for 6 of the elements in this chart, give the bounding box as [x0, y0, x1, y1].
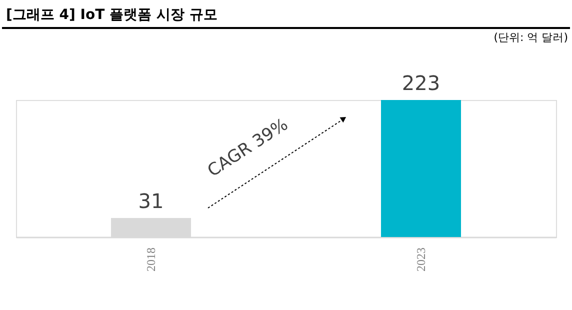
data-label: 31: [138, 188, 164, 213]
x-tick-label: 2023: [414, 248, 428, 272]
x-tick-label: 2018: [144, 248, 158, 272]
chart-title: [그래프 4] IoT 플랫폼 시장 규모: [6, 7, 218, 23]
data-label: 223: [402, 71, 440, 95]
text: (단위: 억 달러): [494, 31, 568, 44]
